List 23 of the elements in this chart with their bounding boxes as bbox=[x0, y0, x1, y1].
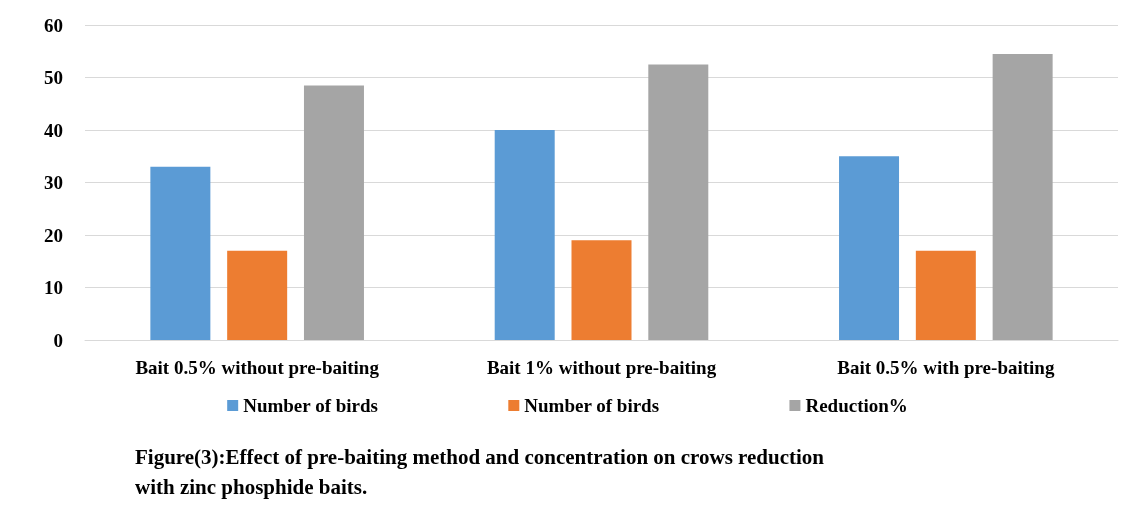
y-tick-label: 40 bbox=[44, 119, 63, 141]
y-tick-label: 0 bbox=[53, 329, 63, 351]
legend-label: Reduction% bbox=[805, 395, 908, 416]
legend-label: Number of birds bbox=[524, 395, 660, 416]
x-tick-label: Bait 0.5% with pre-baiting bbox=[837, 357, 1055, 378]
bar bbox=[992, 53, 1053, 340]
bar bbox=[303, 85, 364, 340]
y-tick-label: 10 bbox=[44, 277, 63, 298]
x-tick-label: Bait 1% without pre-baiting bbox=[486, 357, 717, 378]
bar bbox=[648, 64, 709, 340]
bar bbox=[150, 166, 211, 340]
x-tick-label: Bait 0.5% without pre-baiting bbox=[135, 357, 380, 378]
y-tick-label: 60 bbox=[44, 14, 63, 36]
y-tick-label: 20 bbox=[44, 224, 63, 246]
bar bbox=[915, 250, 976, 340]
bar bbox=[494, 130, 555, 340]
bar bbox=[839, 156, 900, 340]
y-tick-label: 50 bbox=[44, 67, 63, 88]
bar bbox=[571, 240, 632, 340]
legend-label: Number of birds bbox=[243, 395, 378, 416]
bar bbox=[227, 250, 288, 340]
y-tick-label: 30 bbox=[44, 172, 63, 193]
text: Figure(3):Effect of pre-baiting method and concentration on crows reduction with zinc phosphide baits. bbox=[135, 445, 825, 499]
